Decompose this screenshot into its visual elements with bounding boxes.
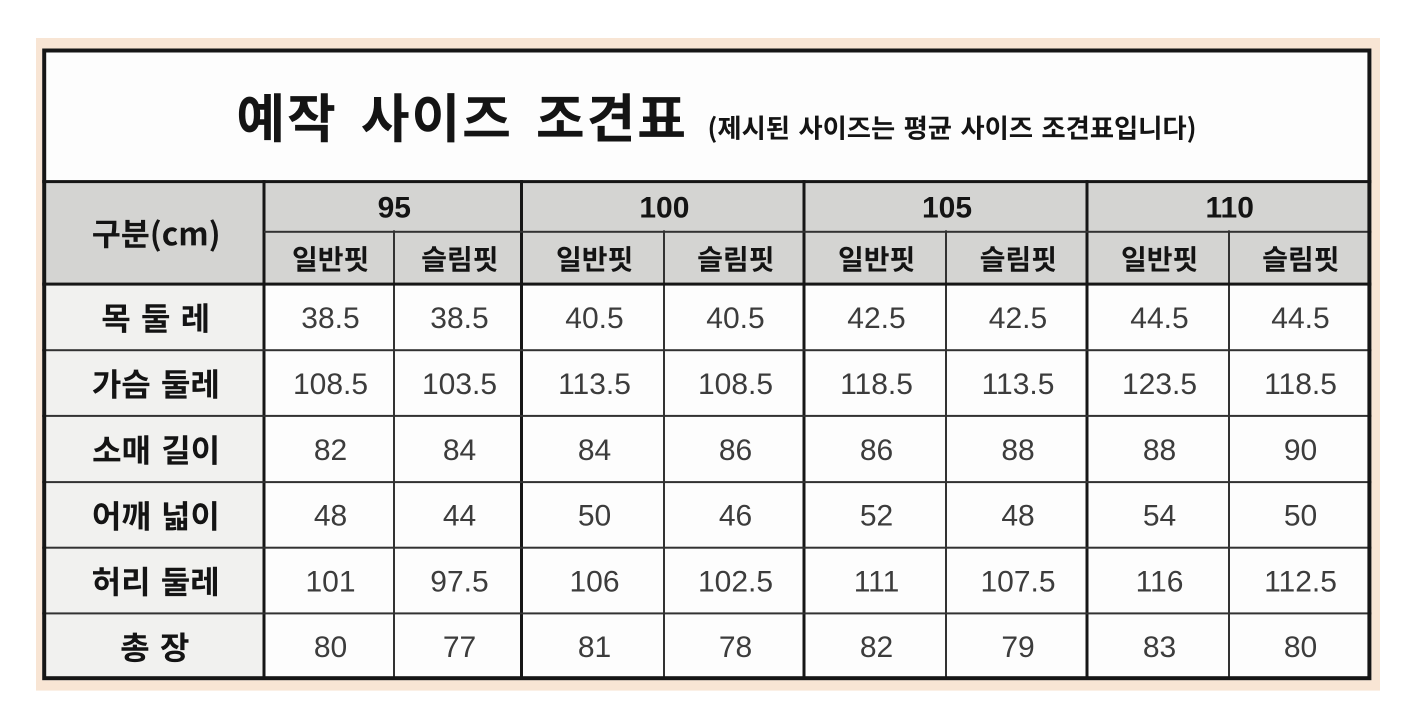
- svg-text:44: 44: [443, 500, 476, 533]
- svg-text:38.5: 38.5: [301, 302, 359, 335]
- svg-text:84: 84: [578, 434, 611, 467]
- svg-text:54: 54: [1143, 500, 1176, 533]
- svg-text:108.5: 108.5: [698, 368, 773, 401]
- svg-text:50: 50: [1284, 500, 1317, 533]
- svg-text:40.5: 40.5: [706, 302, 764, 335]
- svg-text:100: 100: [639, 192, 689, 225]
- svg-text:48: 48: [1001, 500, 1034, 533]
- svg-text:116: 116: [1136, 565, 1184, 598]
- svg-text:95: 95: [378, 192, 411, 225]
- svg-text:82: 82: [860, 631, 893, 664]
- svg-text:52: 52: [860, 500, 893, 533]
- svg-text:44.5: 44.5: [1271, 302, 1329, 335]
- svg-text:112.5: 112.5: [1264, 565, 1337, 598]
- svg-text:97.5: 97.5: [430, 565, 488, 598]
- svg-text:50: 50: [578, 500, 611, 533]
- svg-text:123.5: 123.5: [1122, 368, 1197, 401]
- svg-text:38.5: 38.5: [430, 302, 488, 335]
- svg-text:118.5: 118.5: [840, 368, 913, 401]
- svg-text:46: 46: [719, 500, 752, 533]
- svg-text:42.5: 42.5: [989, 302, 1047, 335]
- svg-text:81: 81: [578, 631, 611, 664]
- svg-text:86: 86: [860, 434, 893, 467]
- svg-text:107.5: 107.5: [980, 565, 1055, 598]
- svg-text:103.5: 103.5: [422, 368, 497, 401]
- svg-text:82: 82: [314, 434, 347, 467]
- svg-text:113.5: 113.5: [558, 368, 631, 401]
- svg-text:101: 101: [305, 565, 355, 598]
- svg-text:84: 84: [443, 434, 476, 467]
- svg-text:102.5: 102.5: [698, 565, 773, 598]
- svg-text:40.5: 40.5: [565, 302, 623, 335]
- svg-text:113.5: 113.5: [982, 368, 1055, 401]
- svg-text:80: 80: [1284, 631, 1317, 664]
- svg-text:105: 105: [922, 192, 972, 225]
- svg-text:111: 111: [854, 565, 900, 598]
- svg-text:86: 86: [719, 434, 752, 467]
- svg-text:44.5: 44.5: [1130, 302, 1188, 335]
- svg-text:78: 78: [719, 631, 752, 664]
- svg-text:90: 90: [1284, 434, 1317, 467]
- svg-text:80: 80: [314, 631, 347, 664]
- svg-text:83: 83: [1143, 631, 1176, 664]
- svg-text:42.5: 42.5: [847, 302, 905, 335]
- svg-text:108.5: 108.5: [293, 368, 368, 401]
- svg-text:48: 48: [314, 500, 347, 533]
- svg-text:79: 79: [1001, 631, 1034, 664]
- svg-text:118.5: 118.5: [1264, 368, 1337, 401]
- svg-text:77: 77: [443, 631, 476, 664]
- svg-text:88: 88: [1143, 434, 1176, 467]
- svg-text:106: 106: [569, 565, 619, 598]
- svg-text:88: 88: [1001, 434, 1034, 467]
- svg-text:110: 110: [1205, 192, 1253, 225]
